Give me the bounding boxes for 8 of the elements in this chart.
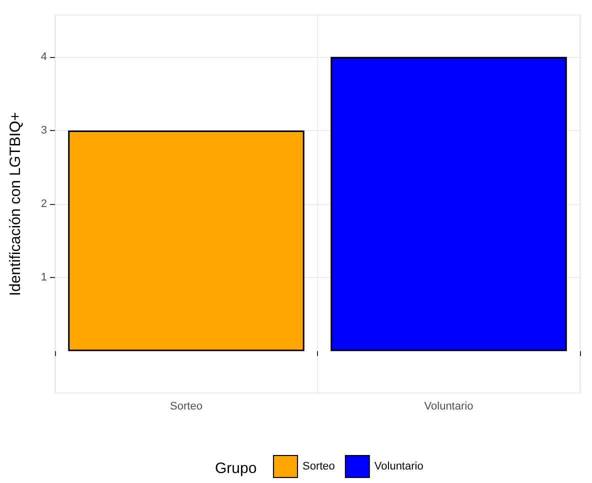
y-tick-label: 2 (40, 198, 47, 210)
y-tick-label: 3 (40, 124, 47, 136)
legend-label: Voluntario (374, 460, 424, 472)
legend-title: Grupo (215, 460, 257, 477)
legend-label: Sorteo (302, 460, 335, 472)
y-axis-title: Identificación con LGTBIQ+ (7, 112, 24, 296)
y-tick-label: 4 (40, 50, 47, 63)
y-tick-label: 1 (40, 272, 47, 284)
